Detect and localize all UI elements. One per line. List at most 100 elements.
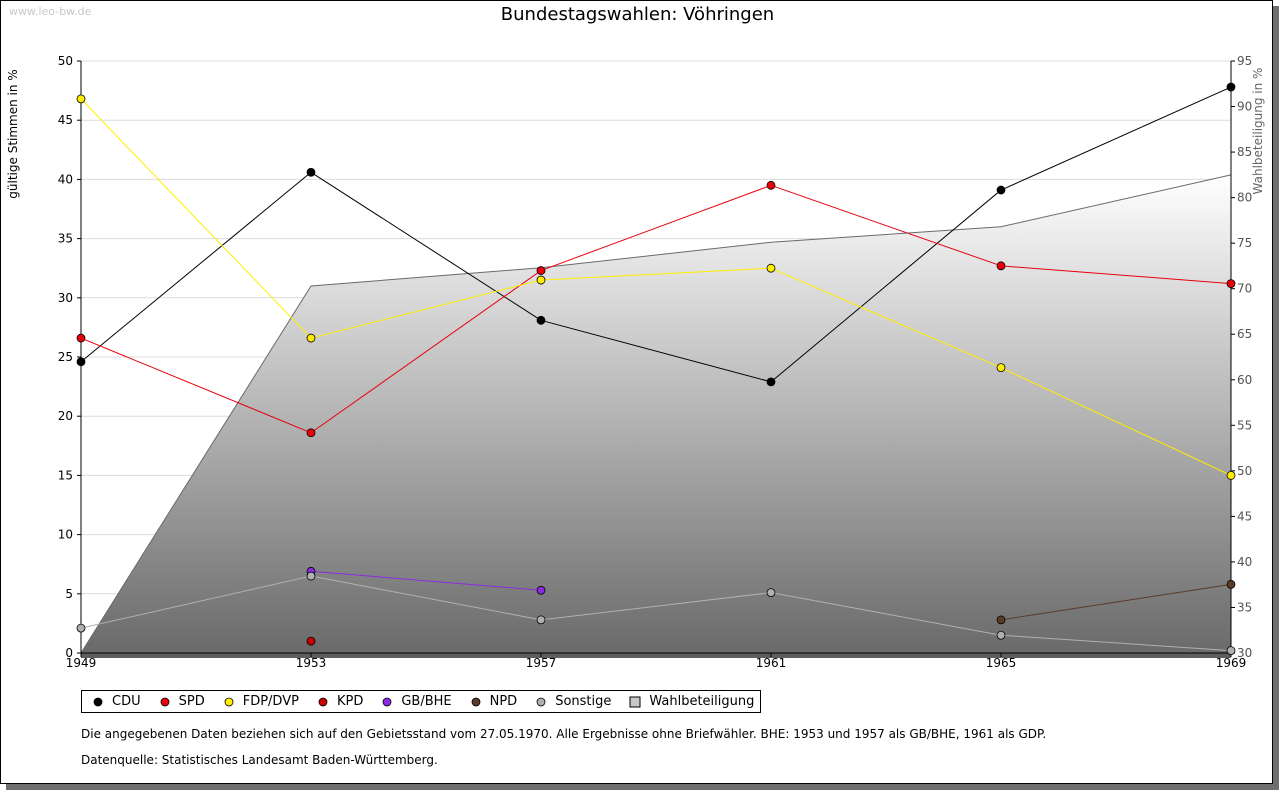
x-tick-label: 1949: [66, 656, 97, 670]
turnout-line: [80, 174, 1232, 654]
y-tick-label: 35: [58, 232, 73, 246]
data-point-cdu: [996, 185, 1006, 195]
legend-label: CDU: [112, 694, 141, 709]
data-point-fdp-dvp: [306, 333, 316, 343]
y2-tick-label: 70: [1237, 282, 1252, 296]
x-tick-label: 1953: [296, 656, 327, 670]
series-segment: [1000, 86, 1232, 191]
y2-tick-label: 50: [1237, 464, 1252, 478]
turnout-fill: [81, 174, 1231, 653]
y2-axis-label: Wahlbeteiligung in %: [1251, 68, 1265, 195]
legend-item-cdu: CDU: [92, 694, 141, 709]
y2-tick-label: 40: [1237, 555, 1252, 569]
legend-label: GB/BHE: [401, 694, 452, 709]
data-point-cdu: [766, 377, 776, 387]
series-segment: [80, 171, 312, 363]
data-point-spd: [1226, 279, 1236, 288]
legend-item-kpd: KPD: [317, 694, 363, 709]
data-source: Datenquelle: Statistisches Landesamt Bad…: [81, 753, 438, 767]
series-segment: [770, 184, 1002, 267]
legend-item-spd: SPD: [159, 694, 205, 709]
data-point-fdp-dvp: [1226, 470, 1236, 480]
turnout-base: [81, 653, 1231, 658]
legend-label: NPD: [489, 694, 518, 709]
legend-label: Wahlbeteiligung: [649, 694, 755, 709]
data-point-cdu: [306, 167, 316, 177]
series-segment: [540, 319, 772, 383]
series-cdu: [76, 82, 1236, 387]
data-point-spd: [306, 428, 316, 438]
series-segment: [770, 267, 1002, 369]
y2-tick-label: 95: [1237, 54, 1252, 68]
series-segment: [1000, 583, 1232, 621]
series-npd: [996, 579, 1236, 625]
y2-tick-label: 35: [1237, 600, 1252, 614]
series-segment: [310, 270, 542, 434]
series-segment: [1000, 265, 1232, 285]
y2-tick-label: 45: [1237, 509, 1252, 523]
watermark: www.leo-bw.de: [9, 5, 92, 18]
legend-marker: [382, 697, 392, 706]
y-tick-label: 15: [58, 468, 73, 482]
data-point-fdp-dvp: [536, 275, 546, 285]
data-point-npd: [996, 615, 1006, 625]
data-point-fdp-dvp: [76, 94, 86, 104]
data-point-npd: [1226, 579, 1236, 589]
series-fdp-dvp: [76, 94, 1236, 480]
series-segment: [310, 171, 542, 321]
legend-label: KPD: [336, 694, 364, 709]
series-segment: [540, 184, 772, 272]
y-tick-label: 25: [58, 350, 73, 364]
series-segment: [80, 337, 312, 434]
series-segment: [540, 267, 772, 281]
y2-tick-label: 90: [1237, 100, 1252, 114]
series-gb-bhe: [306, 566, 546, 595]
series-segment: [80, 575, 312, 629]
data-point-gb-bhe: [536, 585, 546, 595]
series-segment: [310, 279, 542, 339]
y-tick-label: 0: [65, 646, 73, 660]
series-segment: [80, 98, 312, 339]
y-tick-label: 5: [65, 587, 73, 601]
turnout-area: [80, 174, 1232, 658]
legend-marker: [536, 697, 546, 706]
series-sonstige: [76, 571, 1236, 656]
x-tick-label: 1961: [756, 656, 787, 670]
legend-item-sonstige: Sonstige: [535, 694, 611, 709]
legend-marker: [224, 697, 234, 706]
y-tick-label: 10: [58, 528, 73, 542]
series-segment: [310, 575, 542, 621]
legend: CDU SPD FDP/DVP KPD GB/BHE NPD Sonstige Wahlbet…: [81, 690, 762, 713]
legend-item-fdp-dvp: FDP/DVP: [223, 694, 299, 709]
x-tick-label: 1957: [526, 656, 557, 670]
axes: 0 5 10 15 20 25 30 35 40 45 50 30 35 40 45 50 55 60 65 70 75…: [58, 54, 1253, 670]
legend-marker: [93, 697, 103, 706]
series-segment: [770, 189, 1002, 383]
y-tick-label: 40: [58, 172, 73, 186]
data-point-fdp-dvp: [996, 363, 1006, 373]
x-tick-label: 1965: [986, 656, 1017, 670]
data-point-cdu: [536, 315, 546, 325]
legend-marker: [471, 697, 481, 706]
data-point-sonstige: [306, 571, 316, 581]
series-segment: [1000, 634, 1232, 652]
y-tick-label: 30: [58, 291, 73, 305]
y2-tick-label: 75: [1237, 236, 1252, 250]
data-point-sonstige: [996, 630, 1006, 640]
data-point-sonstige: [766, 588, 776, 598]
legend-label: Sonstige: [555, 694, 612, 709]
legend-label: FDP/DVP: [242, 694, 299, 709]
data-point-sonstige: [1226, 646, 1236, 656]
legend-item-npd: NPD: [470, 694, 518, 709]
legend-marker: [318, 697, 328, 706]
y2-tick-label: 30: [1237, 646, 1252, 660]
data-point-fdp-dvp: [766, 263, 776, 273]
series-segment: [540, 592, 772, 621]
y-axis-label: gültige Stimmen in %: [6, 69, 20, 198]
series-segment: [1000, 367, 1232, 476]
legend-marker: [629, 696, 641, 707]
x-tick-label: 1969: [1216, 656, 1247, 670]
series-segment: [770, 592, 1002, 636]
data-point-spd: [536, 266, 546, 275]
